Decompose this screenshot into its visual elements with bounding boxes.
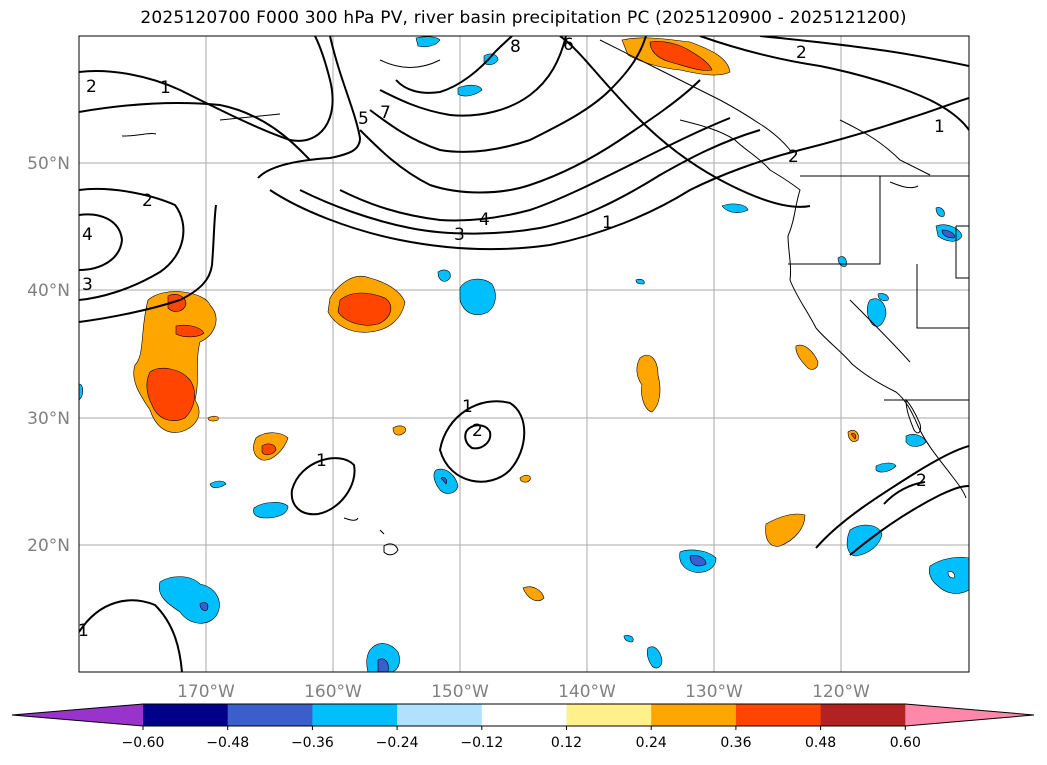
precip-negative-area	[905, 434, 927, 447]
contour-label: 1	[316, 451, 327, 471]
precip-positive-area	[392, 425, 406, 436]
longitude-label: 140°W	[558, 682, 616, 702]
precip-positive-area	[519, 474, 531, 483]
precip-negative-area	[877, 293, 889, 302]
precip-negative-area	[646, 646, 663, 669]
precip-positive-area	[795, 344, 819, 370]
colorbar-tick-label: −0.36	[291, 735, 334, 751]
longitude-labels: 170°W 160°W 150°W 140°W 130°W 120°W	[177, 682, 870, 702]
precip-negative-area	[437, 269, 451, 282]
contour-label: 5	[358, 109, 369, 129]
colorbar-extend-min	[12, 704, 143, 726]
pv-contours	[79, 36, 969, 672]
contour-label: 8	[510, 37, 521, 57]
colorbar-swatch	[735, 704, 822, 726]
precip-negative-area	[635, 278, 645, 285]
precip-negative-area	[875, 462, 897, 473]
colorbar-swatch	[566, 704, 652, 726]
precip-positive-area	[207, 415, 219, 422]
colorbar-tick-label: −0.24	[376, 735, 419, 751]
colorbar-swatch	[820, 704, 906, 726]
precip-strong-area	[649, 41, 713, 71]
precip-negative-area	[415, 36, 441, 48]
colorbar-swatch	[397, 704, 483, 726]
precip-strong-area	[337, 292, 392, 326]
colorbar-swatch	[312, 704, 398, 726]
contour-label: 1	[160, 78, 171, 98]
contour-label: 2	[796, 43, 807, 63]
colorbar-swatch	[481, 704, 568, 726]
longitude-label: 170°W	[177, 682, 235, 702]
graticule	[79, 36, 969, 672]
precip-negative-area	[483, 53, 499, 66]
colorbar-tick-label: 0.12	[551, 735, 582, 751]
longitude-label: 130°W	[685, 682, 743, 702]
precip-negative-area	[866, 298, 887, 327]
latitude-label: 30°N	[27, 409, 70, 429]
latitude-label: 50°N	[27, 154, 70, 174]
map-background	[79, 36, 969, 672]
contour-label: 3	[454, 225, 465, 245]
longitude-label: 120°W	[812, 682, 870, 702]
longitude-label: 150°W	[431, 682, 489, 702]
precip-negative-area	[158, 576, 220, 624]
colorbar-tick-label: 0.24	[636, 735, 667, 751]
latitude-label: 40°N	[27, 281, 70, 301]
precip-positive-area	[522, 586, 545, 601]
precip-negative-area	[623, 635, 634, 643]
precip-strong-area	[146, 367, 195, 421]
colorbar: −0.60 −0.48 −0.36 −0.24 −0.12 0.12 0.24 0.36 0.4…	[11, 703, 1035, 751]
contour-label: 1	[78, 621, 89, 641]
contour-label: 2	[788, 147, 799, 167]
precip-negative-area	[846, 524, 883, 557]
colorbar-extend-max	[905, 704, 1034, 726]
contour-label: 1	[602, 213, 613, 233]
colorbar-tick-label: −0.48	[206, 735, 249, 751]
latitude-label: 20°N	[27, 536, 70, 556]
contour-label: 7	[380, 103, 391, 123]
precip-negative-area	[457, 84, 483, 97]
precip-positive-area	[765, 513, 806, 547]
precip-negative-area	[366, 643, 400, 672]
contour-label: 2	[916, 471, 927, 491]
contour-label: 2	[142, 191, 153, 211]
contour-label: 4	[82, 225, 93, 245]
precip-negative-area	[209, 480, 227, 489]
contour-label: 2	[472, 421, 483, 441]
precip-anomaly-shading	[79, 36, 969, 672]
precip-negative-area	[721, 203, 749, 213]
colorbar-tick-label: 0.48	[805, 735, 836, 751]
precip-negative-area	[459, 278, 496, 315]
colorbar-tick-label: −0.12	[460, 735, 503, 751]
map-frame	[78, 35, 970, 673]
contour-label: 1	[462, 397, 473, 417]
precip-positive-area	[636, 354, 661, 413]
contour-labels: 2 1 2 3 4 3 4 5 7 8 6 2 1 2 1 1 2 1 2 1	[78, 35, 945, 641]
latitude-labels: 50°N 40°N 30°N 20°N	[27, 154, 70, 556]
colorbar-swatch	[143, 704, 229, 726]
contour-label: 1	[934, 117, 945, 137]
contour-label: 2	[86, 77, 97, 97]
contour-label: 6	[563, 35, 574, 55]
longitude-label: 160°W	[304, 682, 362, 702]
colorbar-tick-label: −0.60	[122, 735, 165, 751]
map-title: 2025120700 F000 300 hPa PV, river basin …	[140, 8, 907, 28]
precip-negative-area	[253, 502, 289, 519]
coastlines	[121, 39, 969, 556]
precip-negative-area	[935, 207, 945, 217]
colorbar-tick-label: 0.36	[720, 735, 751, 751]
colorbar-swatch	[227, 704, 313, 726]
colorbar-tick-label: 0.60	[890, 735, 921, 751]
contour-label: 3	[82, 275, 93, 295]
precip-strong-area	[261, 443, 277, 456]
colorbar-swatch	[651, 704, 737, 726]
contour-label: 4	[479, 210, 490, 230]
